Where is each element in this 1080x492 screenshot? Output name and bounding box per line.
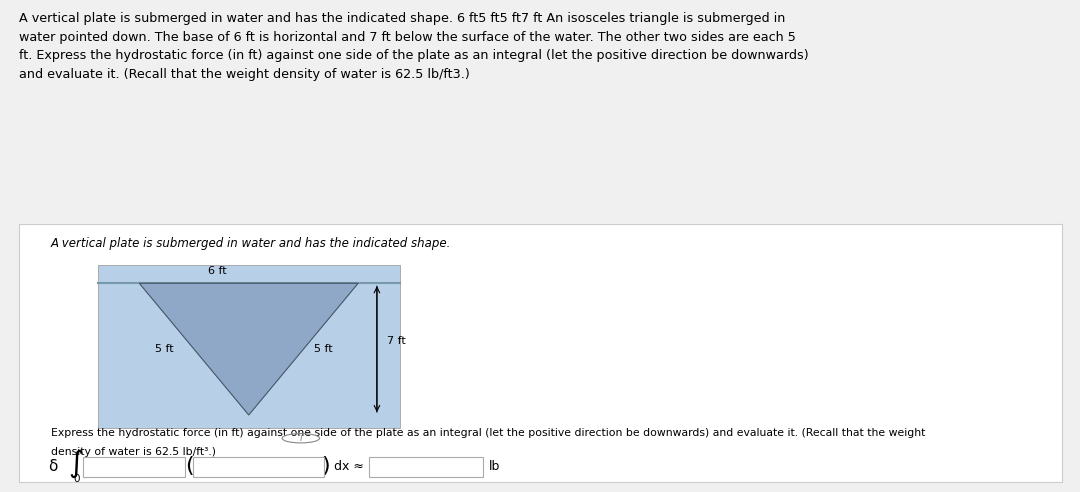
Text: $\int$: $\int$ (68, 448, 84, 480)
Text: 6 ft: 6 ft (208, 266, 227, 276)
Text: A vertical plate is submerged in water and has the indicated shape. 6 ft5 ft5 ft: A vertical plate is submerged in water a… (19, 12, 809, 81)
Text: 0: 0 (73, 473, 80, 484)
Text: (: ( (185, 456, 193, 476)
Text: lb: lb (488, 460, 500, 473)
FancyBboxPatch shape (193, 457, 324, 477)
FancyBboxPatch shape (83, 457, 185, 477)
Text: dx ≈: dx ≈ (334, 460, 364, 473)
Text: 5 ft: 5 ft (154, 344, 173, 354)
Text: Express the hydrostatic force (in ft) against one side of the plate as an integr: Express the hydrostatic force (in ft) ag… (51, 428, 926, 438)
Text: i: i (299, 433, 302, 443)
Text: 5 ft: 5 ft (314, 344, 333, 354)
Text: ): ) (322, 456, 330, 476)
Text: A vertical plate is submerged in water and has the indicated shape.: A vertical plate is submerged in water a… (51, 237, 451, 250)
Bar (97, 265, 400, 428)
Text: δ: δ (49, 459, 58, 474)
Text: density of water is 62.5 lb/ft³.): density of water is 62.5 lb/ft³.) (51, 447, 216, 457)
Polygon shape (139, 283, 359, 415)
Text: 7 ft: 7 ft (388, 337, 406, 346)
FancyBboxPatch shape (368, 457, 483, 477)
